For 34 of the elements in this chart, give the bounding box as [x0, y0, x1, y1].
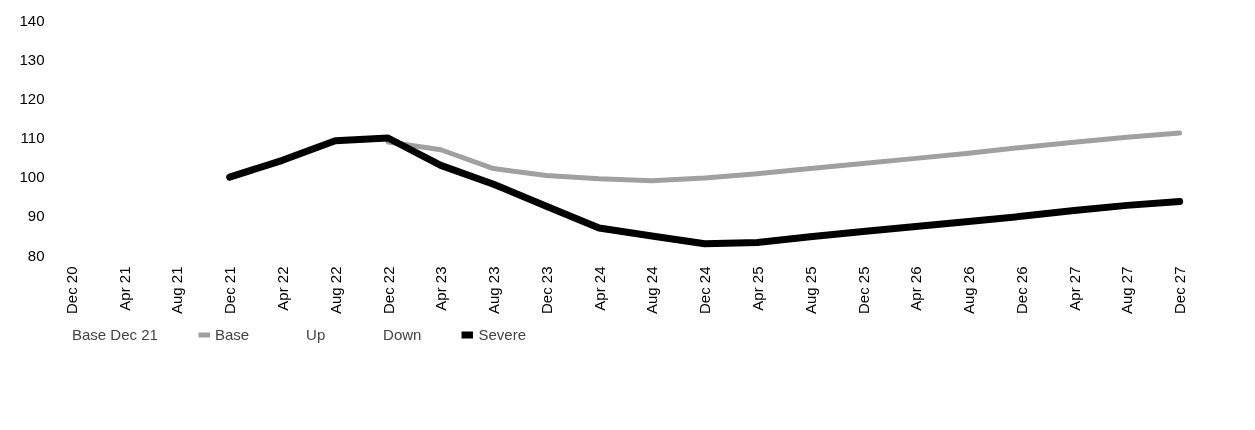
- x-tick-label: Aug 22: [326, 266, 344, 315]
- x-tick-label: Aug 23: [485, 266, 503, 315]
- y-tick-label: 110: [20, 129, 45, 146]
- text: Down: [383, 325, 422, 343]
- x-tick-label: Dec 25: [854, 266, 872, 315]
- x-tick-label: Dec 21: [221, 266, 239, 315]
- y-tick-label: 90: [27, 207, 45, 225]
- legend-label: Base: [214, 325, 250, 343]
- x-tick-label: Dec 27: [1171, 266, 1189, 315]
- y-tick-label: 130: [19, 50, 45, 68]
- x-tick-label: Dec 23: [537, 266, 555, 315]
- y-tick-label: 140: [19, 11, 45, 29]
- text: Up: [306, 325, 327, 343]
- x-tick-label: Aug 24: [643, 266, 661, 315]
- x-tick-label: Aug 27: [1118, 266, 1136, 315]
- legend-label: Severe: [478, 325, 526, 343]
- y-tick-label: 120: [19, 89, 45, 107]
- x-tick-label: Dec 20: [62, 266, 80, 315]
- y-tick-label: 80: [27, 246, 45, 264]
- x-tick-label: Apr 24: [590, 266, 608, 311]
- x-tick-label: Apr 25: [748, 266, 766, 311]
- x-tick-label: Aug 25: [801, 266, 819, 315]
- x-tick-label: Apr 23: [432, 266, 450, 311]
- x-tick-label: Aug 21: [168, 266, 186, 315]
- x-tick-label: Apr 27: [1065, 266, 1083, 311]
- text: Base Dec 21: [72, 325, 158, 343]
- x-tick-label: Aug 26: [960, 266, 978, 315]
- x-tick-label: Dec 26: [1012, 266, 1030, 315]
- x-tick-label: Dec 22: [379, 266, 397, 315]
- y-tick-label: 100: [19, 168, 45, 186]
- x-tick-label: Apr 22: [273, 266, 291, 311]
- x-tick-label: Apr 21: [115, 266, 133, 311]
- x-tick-label: Apr 26: [907, 266, 925, 311]
- x-tick-label: Dec 24: [696, 266, 714, 315]
